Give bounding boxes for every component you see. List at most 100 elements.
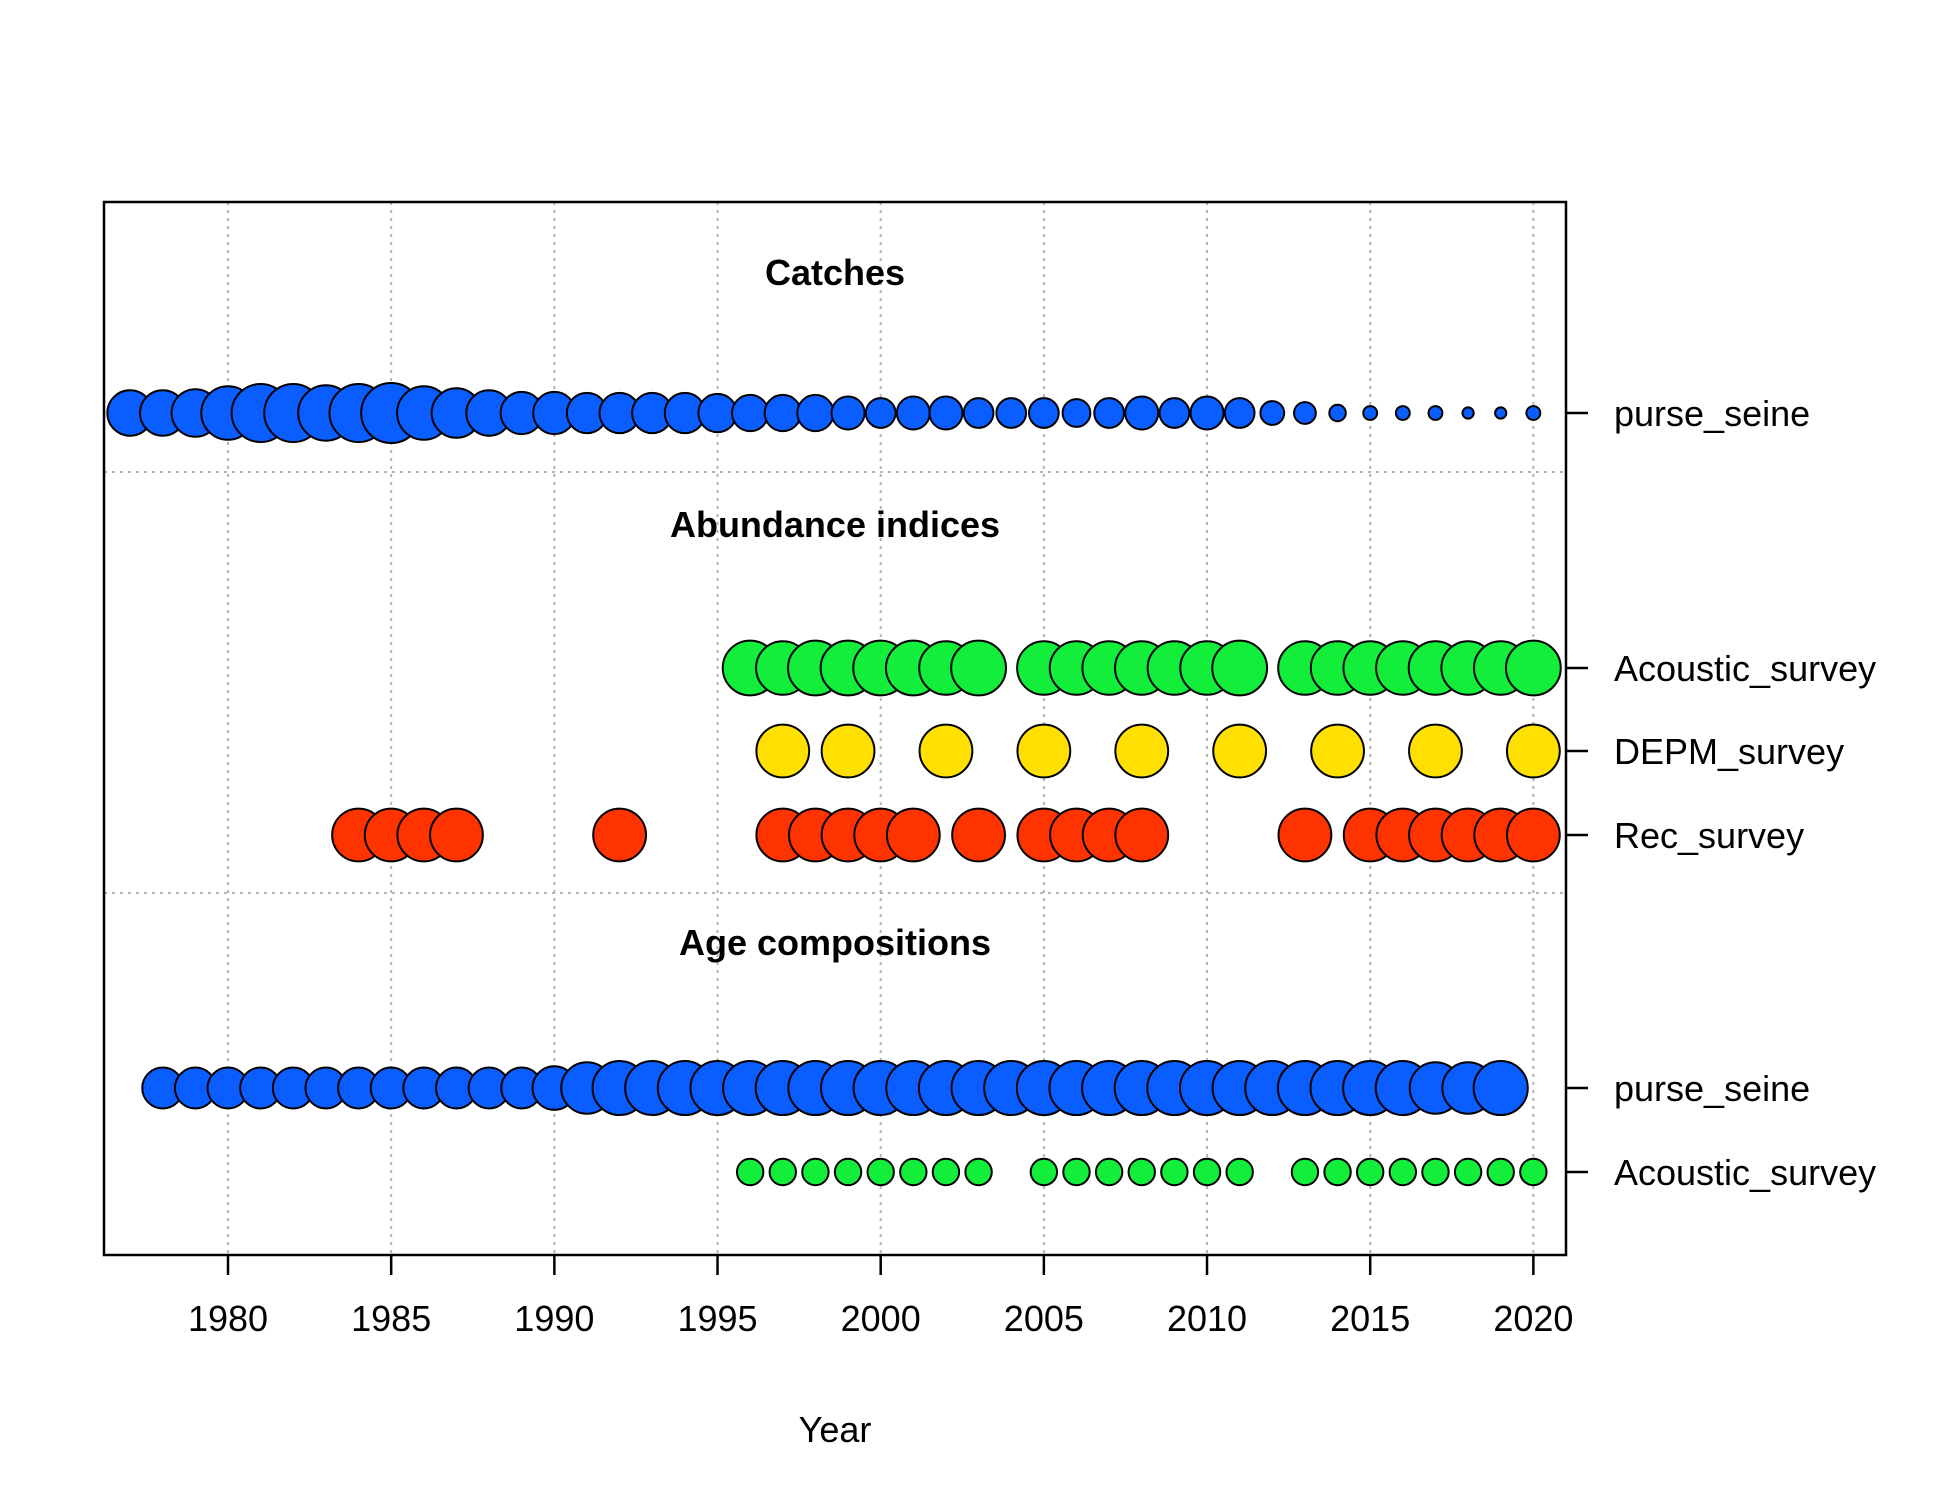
bubble-point bbox=[1062, 1157, 1091, 1187]
bubble-point bbox=[1211, 639, 1269, 697]
bubble-point bbox=[1259, 400, 1286, 426]
bubble-point bbox=[1114, 723, 1170, 779]
bubble-point bbox=[1328, 403, 1347, 423]
bubble-point bbox=[768, 1157, 797, 1187]
bubble-point bbox=[1028, 397, 1060, 429]
x-tick-label: 2005 bbox=[1004, 1298, 1084, 1339]
bubble-point bbox=[1394, 405, 1411, 421]
x-tick-label: 2010 bbox=[1167, 1298, 1247, 1339]
bubble-point bbox=[1355, 1157, 1385, 1187]
bubble-point bbox=[1310, 723, 1365, 779]
bubble-point bbox=[763, 393, 802, 433]
bubble-point bbox=[1223, 397, 1256, 429]
row-label: Acoustic_survey bbox=[1614, 648, 1876, 689]
bubble-point bbox=[1094, 1157, 1124, 1187]
x-tick-label: 2015 bbox=[1330, 1298, 1410, 1339]
row-label: purse_seine bbox=[1614, 393, 1810, 434]
row-label: Rec_survey bbox=[1614, 815, 1804, 856]
bubble-point bbox=[820, 723, 876, 779]
x-tick-label: 2020 bbox=[1493, 1298, 1573, 1339]
panel-title: Abundance indices bbox=[670, 504, 1000, 545]
panel-title: Catches bbox=[765, 252, 905, 293]
series-purse_seine bbox=[106, 381, 1542, 445]
bubble-point bbox=[755, 723, 811, 779]
x-tick-label: 1985 bbox=[351, 1298, 431, 1339]
bubble-point bbox=[1158, 397, 1191, 429]
x-tick-label: 2000 bbox=[841, 1298, 921, 1339]
bubble-point bbox=[928, 395, 964, 431]
bubble-point bbox=[1277, 807, 1333, 863]
x-axis-label: Year bbox=[799, 1409, 872, 1450]
series-DEPM_survey bbox=[755, 723, 1561, 779]
bubble-point bbox=[1505, 807, 1561, 863]
bubble-point bbox=[735, 1157, 765, 1187]
bubble-point bbox=[1388, 1157, 1418, 1187]
grid-lines bbox=[104, 202, 1566, 1255]
bubble-point bbox=[1486, 1157, 1515, 1187]
row-label: DEPM_survey bbox=[1614, 731, 1844, 772]
bubble-point bbox=[1127, 1157, 1156, 1187]
bubble-point bbox=[895, 395, 931, 431]
bubble-point bbox=[1525, 405, 1542, 421]
bubble-point bbox=[731, 393, 770, 433]
bubble-point bbox=[1212, 723, 1268, 779]
bubble-point bbox=[833, 1157, 863, 1187]
bubble-point bbox=[796, 393, 835, 433]
bubble-point bbox=[1494, 406, 1508, 420]
bubble-point bbox=[885, 807, 941, 863]
x-tick-label: 1990 bbox=[514, 1298, 594, 1339]
bubble-point bbox=[931, 1157, 961, 1187]
bubble-point bbox=[950, 639, 1007, 697]
bubble-point bbox=[1093, 397, 1125, 429]
bubble-point bbox=[918, 723, 974, 779]
bubble-point bbox=[1016, 723, 1072, 779]
bubble-point bbox=[1160, 1157, 1189, 1187]
bubble-point bbox=[1519, 1157, 1548, 1187]
bubble-point bbox=[1505, 723, 1561, 779]
bubble-point bbox=[1114, 807, 1170, 863]
bubble-point bbox=[1290, 1157, 1320, 1187]
panel-titles: Catches Abundance indices Age compositions bbox=[670, 252, 1000, 963]
bubble-point bbox=[1408, 723, 1463, 779]
row-label: Acoustic_survey bbox=[1614, 1152, 1876, 1193]
bubble-point bbox=[1124, 395, 1160, 431]
bubble-point bbox=[1472, 1059, 1529, 1117]
row-labels: purse_seine Acoustic_survey DEPM_survey Rec… bbox=[1614, 393, 1876, 1193]
bubble-point bbox=[592, 807, 648, 863]
bubble-point bbox=[1453, 1157, 1483, 1187]
bubble-point bbox=[1293, 401, 1317, 425]
bubble-point bbox=[1427, 405, 1444, 421]
series-Acoustic_survey bbox=[735, 1157, 1548, 1187]
x-tick-label: 1980 bbox=[188, 1298, 268, 1339]
bubble-point bbox=[951, 807, 1006, 863]
bubble-point bbox=[1029, 1157, 1059, 1187]
bubble-point bbox=[830, 395, 866, 431]
bubble-point bbox=[429, 807, 484, 863]
x-tick-label: 1995 bbox=[677, 1298, 757, 1339]
bubble-point bbox=[962, 397, 995, 429]
row-label: purse_seine bbox=[1614, 1068, 1810, 1109]
bubble-point bbox=[1189, 395, 1225, 431]
bubble-point bbox=[964, 1157, 993, 1187]
bubble-point bbox=[995, 397, 1028, 429]
plot-frame bbox=[102, 200, 1568, 1257]
bubble-point bbox=[899, 1157, 928, 1187]
bubble-point bbox=[697, 392, 738, 434]
bubble-point bbox=[864, 397, 897, 429]
bubble-point bbox=[1504, 639, 1562, 697]
axes: 1980 1985 1990 1995 2000 2005 2010 2015 2020 bbox=[188, 411, 1588, 1339]
bubble-point bbox=[866, 1157, 895, 1187]
bubble-point bbox=[1461, 406, 1475, 420]
bubble-marks bbox=[106, 381, 1562, 1187]
series-Rec_survey bbox=[331, 807, 1561, 863]
series-purse_seine bbox=[141, 1059, 1529, 1117]
bubble-point bbox=[1362, 405, 1379, 421]
bubble-point bbox=[801, 1157, 830, 1187]
bubble-point bbox=[1061, 398, 1092, 428]
series-Acoustic_survey bbox=[721, 639, 1562, 697]
bubble-point bbox=[1421, 1157, 1450, 1187]
bubble-point bbox=[1323, 1157, 1352, 1187]
bubble-point bbox=[1192, 1157, 1222, 1187]
panel-title: Age compositions bbox=[679, 922, 991, 963]
